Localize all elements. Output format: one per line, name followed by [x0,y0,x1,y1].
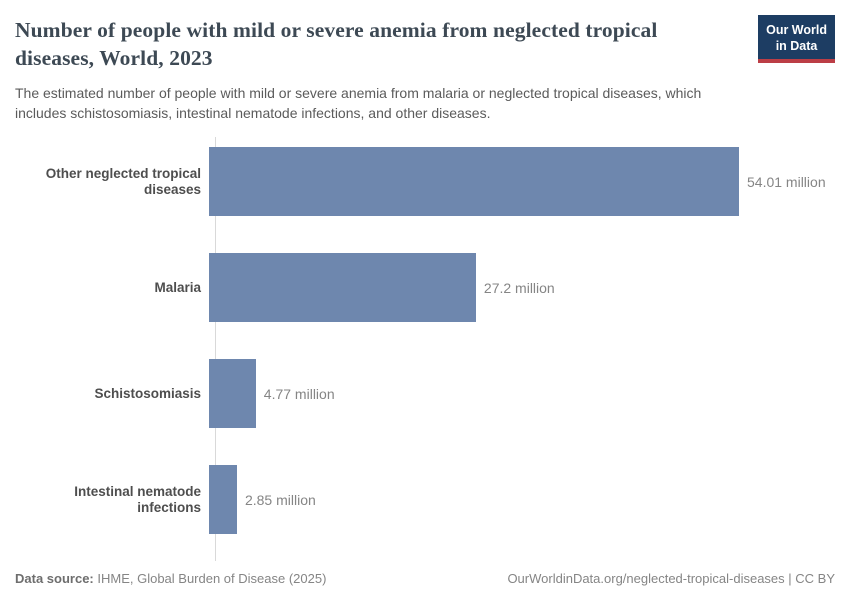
value-label: 54.01 million [747,173,826,190]
chart-rows: Other neglected tropical diseases 54.01 … [15,147,835,535]
data-source-note: Data source: IHME, Global Burden of Dise… [15,571,326,586]
data-source-label: Data source: [15,571,94,586]
owid-logo-line1: Our World [766,23,827,37]
title-block: Number of people with mild or severe ane… [15,15,746,123]
category-label: Schistosomiasis [94,385,201,401]
value-label: 2.85 million [244,491,316,508]
bar-chart: Other neglected tropical diseases 54.01 … [15,137,835,561]
chart-title: Number of people with mild or severe ane… [15,18,658,71]
bar-zone: 4.77 million [208,359,835,429]
attribution-note: OurWorldinData.org/neglected-tropical-di… [507,571,835,586]
bar-row: Schistosomiasis 4.77 million [15,359,835,429]
bar[interactable] [209,147,739,217]
chart-footer: Data source: IHME, Global Burden of Dise… [15,561,835,586]
category-label: Other neglected tropical diseases [45,165,201,197]
owid-logo: Our World in Data [758,15,835,63]
bar-row: Malaria 27.2 million [15,253,835,323]
bar-zone: 54.01 million [208,147,835,217]
bar-zone: 27.2 million [208,253,835,323]
data-source-value: IHME, Global Burden of Disease (2025) [93,571,327,586]
bar-row: Intestinal nematode infections 2.85 mill… [15,465,835,535]
category-label: Intestinal nematode infections [74,483,201,515]
bar-zone: 2.85 million [208,465,835,535]
chart-header: Number of people with mild or severe ane… [15,15,835,123]
y-axis-line [215,137,216,561]
value-label: 4.77 million [263,385,335,402]
bar-row: Other neglected tropical diseases 54.01 … [15,147,835,217]
category-label: Malaria [154,279,201,295]
chart-subtitle: The estimated number of people with mild… [15,84,702,122]
owid-logo-line2: in Data [775,39,818,54]
bar[interactable] [209,465,237,535]
bar[interactable] [209,253,476,323]
bar[interactable] [209,359,256,429]
value-label: 27.2 million [483,279,555,296]
